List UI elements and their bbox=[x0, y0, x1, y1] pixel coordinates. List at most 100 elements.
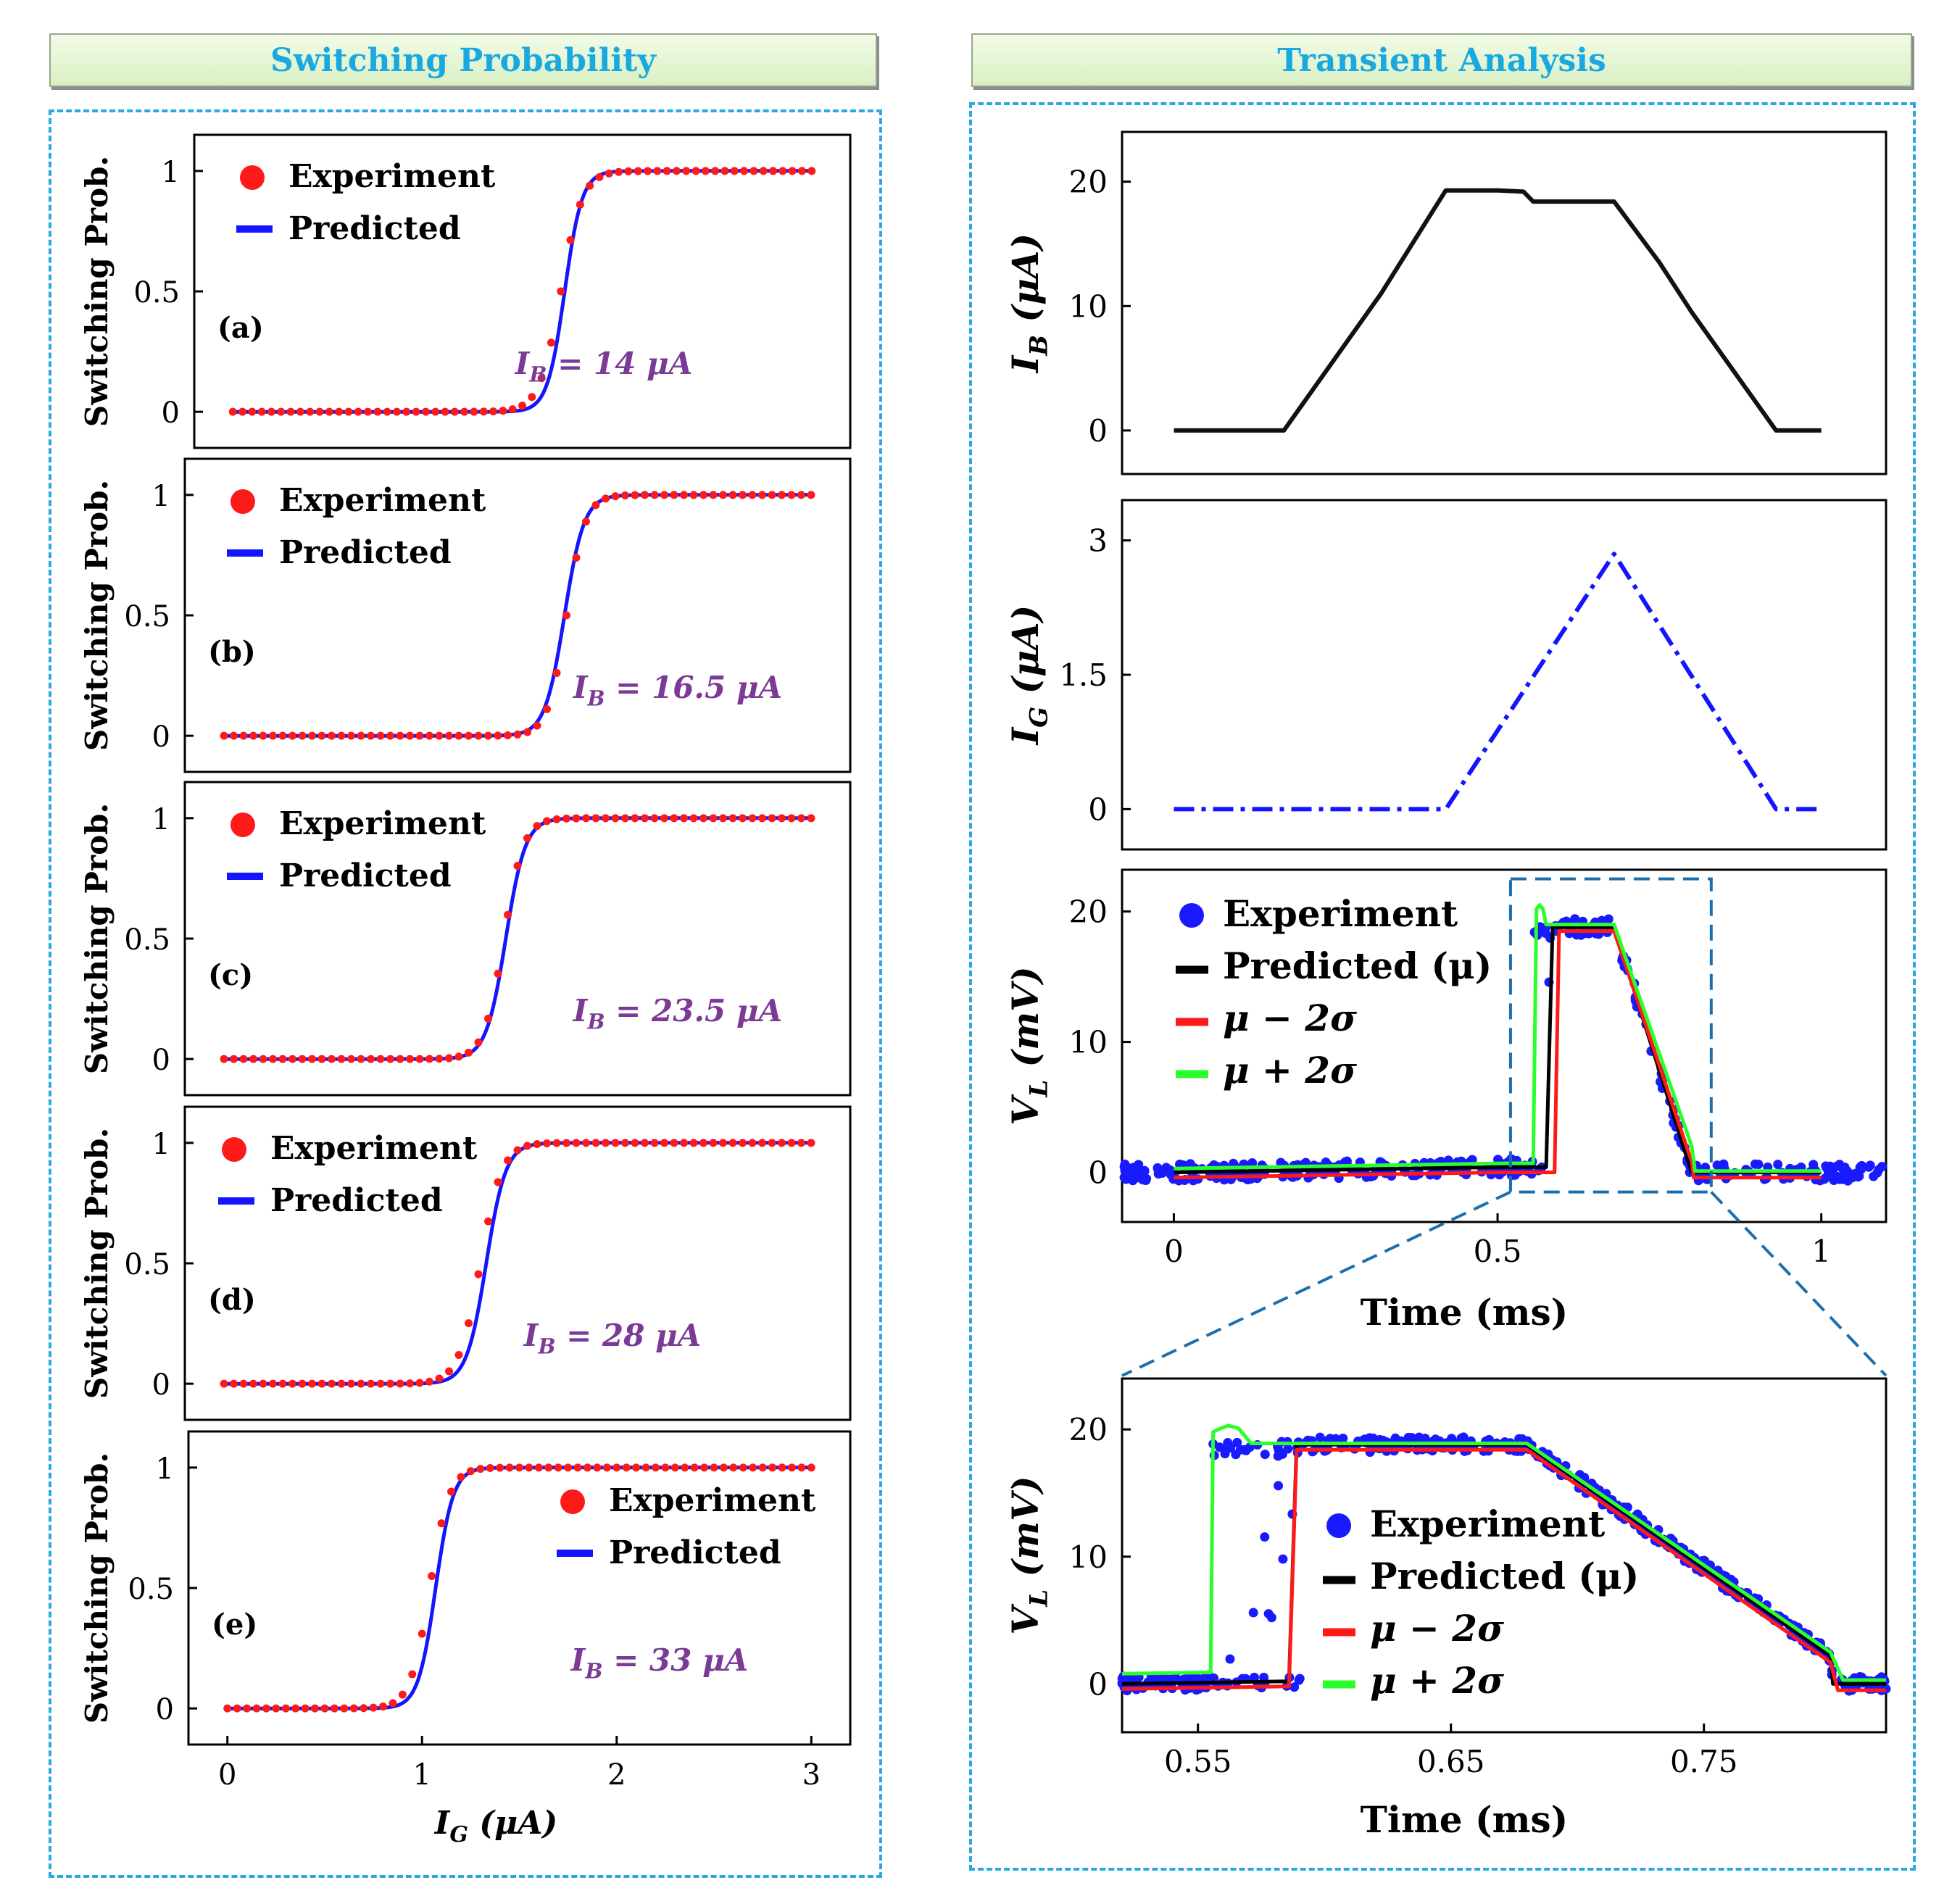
zoom-connector-left bbox=[1121, 1190, 1511, 1377]
switching-e-experiment-point bbox=[797, 1463, 806, 1472]
switching-a-experiment-point bbox=[576, 200, 584, 209]
switching-d-experiment-point bbox=[230, 1379, 238, 1388]
switching-e-axes-frame bbox=[187, 1430, 852, 1746]
switching-b-experiment-point bbox=[562, 611, 570, 620]
switching-a-experiment-point bbox=[615, 167, 623, 176]
switching-d-experiment-point bbox=[239, 1379, 248, 1388]
switching-a-experiment-point bbox=[402, 407, 411, 416]
switching-b-experiment-point bbox=[230, 731, 238, 740]
vl-zoom-mu-minus-line bbox=[1121, 1447, 1886, 1692]
switching-e-experiment-point bbox=[739, 1463, 747, 1472]
switching-d-axes-frame bbox=[183, 1105, 852, 1421]
switching-a-experiment-point bbox=[267, 407, 275, 416]
switching-e-experiment-point bbox=[749, 1463, 757, 1472]
switching-d-ib-label: IB = 28 μA bbox=[523, 1318, 702, 1359]
switching-a-experiment-point bbox=[807, 167, 816, 175]
switching-b-experiment-point bbox=[807, 491, 815, 499]
switching-a-experiment-point bbox=[797, 167, 806, 175]
switching-e-experiment-point bbox=[291, 1704, 300, 1713]
ig-trace-ytick-label: 1.5 bbox=[1059, 657, 1108, 693]
switching-b-experiment-point bbox=[513, 730, 522, 739]
vl-trace-zoom-box bbox=[1508, 877, 1713, 1194]
switching-e-ib-label: IB = 33 μA bbox=[570, 1642, 749, 1684]
switching-b-experiment-point bbox=[269, 731, 277, 740]
switching-a-experiment-point bbox=[691, 167, 700, 175]
switching-e-experiment-point bbox=[349, 1704, 358, 1713]
vl-trace-experiment-point bbox=[1773, 1160, 1783, 1170]
vl-trace-experiment-point bbox=[1826, 1165, 1836, 1175]
switching-c-experiment-point bbox=[748, 814, 757, 823]
vl-trace-experiment-point bbox=[1141, 1176, 1151, 1186]
switching-d-experiment-point bbox=[474, 1270, 483, 1279]
switching-e-experiment-point bbox=[505, 1463, 514, 1472]
vl-trace-experiment-point bbox=[1853, 1172, 1863, 1182]
switching-e-experiment-point bbox=[690, 1463, 699, 1472]
switching-e-xlabel: IG (μA) bbox=[433, 1805, 557, 1847]
switching-e-experiment-point bbox=[661, 1463, 670, 1472]
switching-e-experiment-point bbox=[554, 1463, 562, 1472]
vl-zoom-experiment-point bbox=[1215, 1442, 1225, 1452]
switching-e-experiment-point bbox=[544, 1463, 553, 1472]
vl-trace-ytick-label: 10 bbox=[1069, 1025, 1108, 1060]
switching-b-experiment-point bbox=[728, 491, 737, 499]
vl-zoom-ytick-label: 20 bbox=[1069, 1412, 1108, 1447]
switching-b-experiment-point bbox=[670, 491, 678, 499]
switching-c-experiment-point bbox=[415, 1055, 424, 1063]
switching-e-experiment-point bbox=[437, 1519, 446, 1528]
switching-b-experiment-point bbox=[386, 731, 394, 740]
switching-e-experiment-point bbox=[272, 1704, 281, 1713]
switching-c-experiment-point bbox=[513, 862, 522, 870]
vl-zoom-experiment-point bbox=[1407, 1433, 1417, 1443]
switching-d-experiment-point bbox=[582, 1139, 590, 1147]
switching-d-legend-experiment-marker bbox=[222, 1137, 246, 1162]
switching-b-experiment-point bbox=[278, 731, 287, 740]
ib-trace-ylabel: IB (μA) bbox=[1004, 233, 1054, 374]
switching-a-ylabel: Switching Prob. bbox=[79, 156, 115, 427]
switching-c-experiment-point bbox=[689, 814, 698, 823]
vl-zoom-experiment-point bbox=[1223, 1442, 1233, 1452]
switching-e-experiment-point bbox=[252, 1704, 261, 1713]
switching-a-experiment-point bbox=[296, 407, 304, 416]
switching-b-experiment-point bbox=[660, 491, 668, 499]
switching-b-experiment-point bbox=[288, 731, 296, 740]
vl-zoom-xtick-label: 0.75 bbox=[1670, 1744, 1738, 1779]
switching-d-experiment-point bbox=[631, 1139, 639, 1147]
switching-d-experiment-point bbox=[308, 1379, 316, 1388]
switching-e-experiment-point bbox=[641, 1463, 650, 1472]
switching-b-experiment-point bbox=[543, 704, 551, 713]
switching-a-experiment-point bbox=[344, 407, 353, 416]
switching-b-experiment-point bbox=[347, 731, 355, 740]
vl-trace-experiment-point bbox=[1153, 1165, 1163, 1175]
switching-c-panel-label: (c) bbox=[208, 958, 253, 992]
vl-trace-experiment-point bbox=[1540, 928, 1550, 938]
switching-b-experiment-point bbox=[641, 491, 649, 499]
switching-c-ytick-label: 1 bbox=[152, 803, 170, 836]
switching-frame bbox=[49, 109, 882, 1878]
vl-trace-experiment-point bbox=[1276, 1157, 1286, 1168]
switching-a-experiment-point bbox=[749, 167, 758, 175]
vl-trace-experiment-point bbox=[1832, 1172, 1843, 1182]
switching-b-experiment-point bbox=[631, 491, 639, 499]
switching-c-experiment-point bbox=[660, 814, 668, 823]
switching-b-experiment-point bbox=[239, 731, 248, 740]
vl-zoom-experiment-point bbox=[1278, 1554, 1288, 1564]
switching-a-experiment-point bbox=[392, 407, 401, 416]
switching-e-experiment-point bbox=[651, 1463, 660, 1472]
switching-a-experiment-point bbox=[383, 407, 391, 416]
switching-c-experiment-point bbox=[220, 1055, 228, 1063]
switching-b-experiment-point bbox=[415, 731, 424, 740]
switching-c-experiment-point bbox=[465, 1048, 473, 1057]
ig-trace-ylabel: IG (μA) bbox=[1004, 605, 1054, 747]
vl-trace-experiment-point bbox=[1712, 1160, 1722, 1171]
switching-b-experiment-point bbox=[406, 731, 414, 740]
vl-trace-experiment-point bbox=[1753, 1159, 1764, 1169]
vl-zoom-experiment-point bbox=[1259, 1672, 1269, 1682]
switching-a-axes-frame bbox=[193, 133, 852, 449]
vl-trace-xtick-label: 0 bbox=[1164, 1234, 1184, 1269]
switching-b-experiment-point bbox=[494, 731, 502, 740]
vl-zoom-experiment-point bbox=[1277, 1449, 1287, 1459]
switching-c-experiment-point bbox=[758, 814, 766, 823]
switching-c-experiment-point bbox=[328, 1055, 336, 1063]
vl-zoom-experiment-point bbox=[1331, 1434, 1341, 1444]
switching-e-experiment-point bbox=[389, 1699, 397, 1708]
